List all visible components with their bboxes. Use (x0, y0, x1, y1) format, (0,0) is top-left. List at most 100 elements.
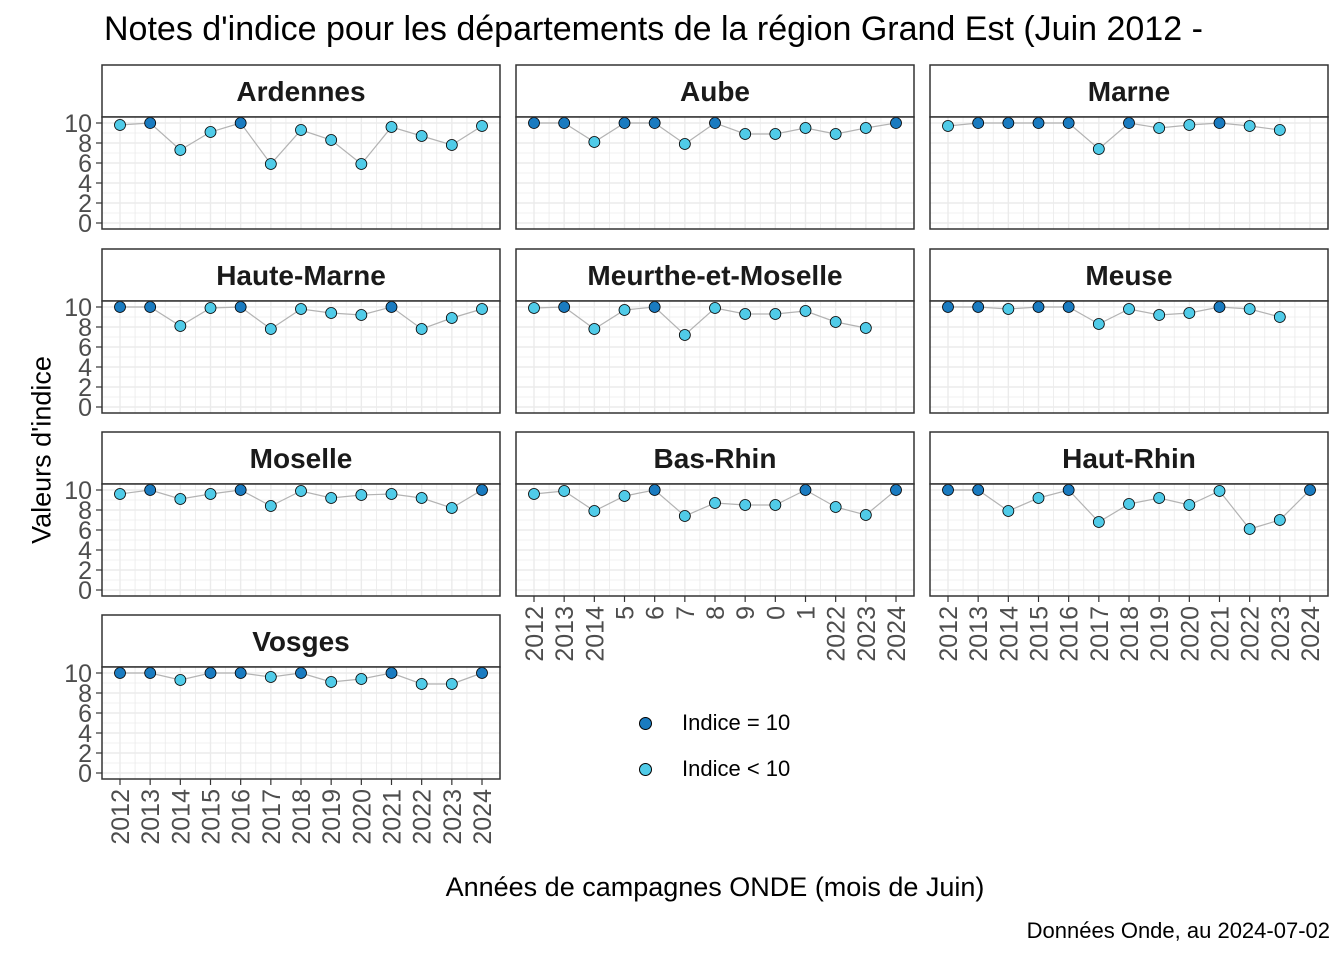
data-point (445, 502, 458, 514)
y-tick-label: 6 (78, 517, 92, 545)
panel-border (515, 300, 915, 414)
data-point (1153, 492, 1166, 504)
data-point (972, 117, 985, 129)
data-point (234, 301, 247, 313)
data-point (1213, 485, 1226, 497)
data-point (648, 301, 661, 313)
panel-strip (929, 248, 1329, 302)
data-point (264, 323, 277, 335)
data-point (385, 667, 398, 679)
data-point (204, 667, 217, 679)
y-tick-label: 10 (64, 294, 92, 322)
x-tick-label: 1 (793, 606, 821, 620)
x-tick-label: 2024 (883, 606, 911, 662)
y-tick-label: 0 (78, 394, 92, 422)
x-tick-label: 2019 (1146, 606, 1174, 662)
data-point (295, 667, 307, 679)
data-point (144, 301, 157, 313)
y-tick-label: 4 (78, 170, 92, 198)
panel-haut-rhin: Haut-Rhin 2012 2013 2014 2015 2016 2017 2018 201… (929, 431, 1329, 662)
chart-title: Notes d'indice pour les départements de … (104, 10, 1203, 48)
y-tick-label: 10 (64, 660, 92, 688)
legend-item-eq10: Indice = 10 (632, 700, 790, 746)
legend-key-eq10 (632, 710, 658, 736)
data-point (415, 323, 428, 335)
panel-strip-label: Marne (1088, 76, 1170, 107)
data-point (1273, 311, 1286, 323)
y-tick-label: 2 (78, 374, 92, 402)
data-point (385, 121, 398, 133)
y-tick-label: 8 (78, 314, 92, 342)
panel-meurthe-et-moselle: Meurthe-et-Moselle (515, 248, 915, 414)
legend-dot-eq10 (638, 716, 652, 730)
y-tick-label: 4 (78, 720, 92, 748)
data-point (385, 301, 398, 313)
data-point (618, 117, 631, 129)
data-point (558, 301, 571, 313)
panel-strip-label: Haute-Marne (216, 260, 386, 291)
data-point (264, 158, 277, 170)
panel-bas-rhin: Bas-Rhin 2012 2013 2014 5 6 7 8 9 0 1 2022 2023 2024 (515, 431, 915, 662)
data-point (1153, 122, 1166, 134)
y-tick-label: 6 (78, 700, 92, 728)
data-point (558, 485, 571, 497)
data-point (618, 490, 631, 502)
data-point (476, 303, 488, 315)
data-point (739, 308, 752, 320)
x-tick-label: 7 (672, 606, 700, 620)
panel-border (101, 116, 501, 230)
x-tick-label: 9 (732, 606, 760, 620)
x-tick-label: 2016 (1056, 606, 1084, 662)
y-tick-label: 8 (78, 130, 92, 158)
panel-border (101, 483, 501, 597)
data-point (174, 144, 187, 156)
data-point (1273, 124, 1286, 136)
y-tick-label: 0 (78, 210, 92, 238)
panel-strip-label: Bas-Rhin (654, 443, 777, 474)
data-point (325, 676, 338, 688)
data-point (445, 139, 458, 151)
data-point (1002, 505, 1015, 517)
data-point (476, 120, 488, 132)
data-point (1243, 303, 1256, 315)
data-point (618, 304, 631, 316)
data-point (739, 128, 752, 140)
x-tick-label: 2012 (935, 606, 963, 662)
data-point (739, 499, 752, 511)
panel-strip-label: Moselle (250, 443, 353, 474)
x-tick-label: 2023 (439, 789, 467, 845)
y-tick-label: 2 (78, 557, 92, 585)
panel-strip (101, 614, 501, 668)
x-tick-label: 8 (702, 606, 730, 620)
x-tick-label: 2015 (198, 789, 226, 845)
data-point (325, 307, 338, 319)
y-tick-label: 0 (78, 760, 92, 788)
data-point (588, 323, 601, 335)
data-point (1213, 117, 1226, 129)
data-point (204, 302, 217, 314)
x-tick-label: 2021 (379, 789, 407, 845)
x-tick-label: 2013 (965, 606, 993, 662)
data-point (1092, 516, 1105, 528)
data-point (709, 117, 721, 129)
x-tick-label: 2012 (521, 606, 549, 662)
x-tick-label: 2020 (1176, 606, 1204, 662)
data-point (1062, 117, 1075, 129)
panel-border (929, 300, 1329, 414)
data-point (144, 667, 157, 679)
x-tick-label: 2018 (1116, 606, 1144, 662)
data-point (972, 301, 985, 313)
data-point (355, 309, 368, 321)
data-point (678, 329, 691, 341)
data-point (678, 138, 691, 150)
x-tick-label: 2014 (167, 789, 195, 845)
data-point (799, 305, 812, 317)
data-point (1183, 499, 1196, 511)
x-tick-label: 2019 (318, 789, 346, 845)
x-tick-label: 2017 (1086, 606, 1114, 662)
x-tick-label: 2020 (348, 789, 376, 845)
x-tick-label: 2023 (1267, 606, 1295, 662)
y-tick-label: 2 (78, 740, 92, 768)
